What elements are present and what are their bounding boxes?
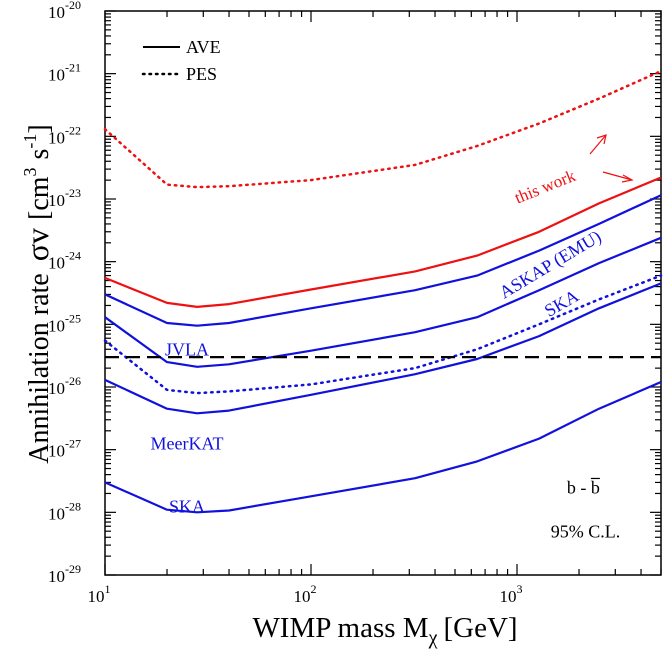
- axis-ticks: [104, 10, 662, 576]
- axis-tick-labels: 101 102 103 10-20 10-21 10-22 10-23 10-24 10-25 1…: [48, 0, 523, 606]
- x-tick-label: 103: [500, 582, 523, 606]
- annotation-bbar: b - b: [567, 477, 600, 497]
- arrow-to-ave: [602, 171, 633, 181]
- legend-pes-label: PES: [186, 64, 217, 84]
- data-series: [103, 69, 663, 514]
- y-tick-label: 10-28: [48, 499, 81, 523]
- arrowhead-to-ave: [621, 174, 634, 183]
- y-tick-label: 10-21: [48, 61, 81, 85]
- series-this-work-pes: [103, 69, 663, 189]
- y-tick-label: 10-23: [48, 186, 81, 210]
- legend-ave-label: AVE: [186, 37, 221, 57]
- annotation-ska-ave: SKA: [169, 496, 205, 516]
- x-axis-title: WIMP mass Mχ [GeV]: [252, 612, 517, 649]
- y-tick-label: 10-26: [48, 374, 81, 398]
- annotation-cl: 95% C.L.: [551, 521, 621, 541]
- y-tick-label: 10-24: [48, 249, 81, 273]
- annotation-meerkat: MeerKAT: [150, 434, 223, 454]
- series-ska-pes: [103, 274, 663, 395]
- y-tick-label: 10-20: [48, 0, 81, 22]
- annotation-askap: ASKAP (EMU): [496, 226, 605, 303]
- series-this-work-ave: [104, 176, 662, 308]
- series-ska-ave: [104, 380, 662, 514]
- annotation-ska-pes: SKA: [541, 285, 582, 320]
- y-tick-label: 10-29: [48, 562, 81, 586]
- y-tick-label: 10-25: [48, 311, 81, 335]
- series-jvla-ave: [104, 194, 662, 327]
- series-meerkat-ave: [104, 282, 662, 415]
- annotation-jvla: JVLA: [165, 339, 209, 359]
- x-tick-label: 102: [294, 582, 317, 606]
- y-axis-title: Annihilation rateσv[cm3s-1]: [19, 124, 55, 464]
- x-tick-label: 101: [88, 582, 111, 606]
- y-tick-label: 10-22: [48, 123, 81, 147]
- series-askap-emu-ave: [104, 236, 662, 368]
- y-tick-label: 10-27: [48, 437, 81, 461]
- plot-frame: [104, 10, 662, 576]
- annotation-this-work: this work: [512, 166, 579, 208]
- legend: AVE PES: [141, 37, 221, 84]
- this-work-arrows: [589, 134, 634, 183]
- arrow-to-pes: [589, 134, 607, 155]
- arrowhead-to-pes: [596, 134, 607, 145]
